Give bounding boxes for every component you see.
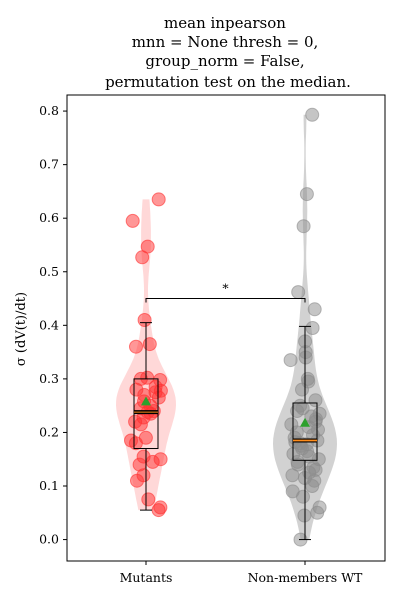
point-wt: [305, 107, 320, 122]
point-wt: [285, 468, 300, 483]
title-line-2: mnn = None thresh = 0,: [132, 33, 319, 51]
y-axis-label: σ (dV(t)/dt): [14, 292, 29, 366]
y-tick-label: 0.1: [39, 478, 59, 493]
point-mutants: [142, 337, 157, 352]
point-wt: [308, 393, 323, 408]
point-wt: [307, 302, 322, 317]
point-wt: [305, 321, 320, 335]
significance-bracket: [145, 298, 306, 303]
title-line-3: group_norm = False,: [145, 52, 304, 70]
x-tick-label-wt: Non-members WT: [248, 570, 363, 585]
point-mutants: [133, 417, 148, 432]
point-mutants: [137, 313, 152, 327]
y-tick-label: 0.7: [39, 157, 59, 172]
significance-label: *: [222, 281, 229, 296]
point-mutants: [151, 390, 166, 405]
point-wt: [296, 219, 311, 234]
point-mutants: [151, 503, 166, 518]
box-wt: [292, 402, 318, 461]
point-mutants: [129, 339, 143, 354]
plot-area: *: [116, 107, 337, 547]
y-tick-label: 0.4: [39, 317, 59, 332]
point-wt: [290, 404, 305, 418]
x-axis: Mutants Non-members WT: [120, 561, 363, 585]
title-line-1: mean inpearson: [164, 14, 286, 32]
point-wt: [291, 285, 306, 300]
point-wt: [283, 353, 298, 368]
y-tick-label: 0.6: [39, 210, 59, 225]
point-wt: [296, 489, 310, 504]
point-wt: [305, 479, 320, 493]
point-mutants: [128, 436, 143, 451]
y-tick-label: 0.0: [39, 532, 59, 547]
point-mutants: [141, 492, 156, 507]
point-wt: [310, 505, 325, 520]
y-tick-label: 0.3: [39, 371, 59, 386]
y-tick-label: 0.8: [39, 103, 59, 118]
y-tick-label: 0.5: [39, 264, 59, 279]
point-wt: [295, 382, 309, 397]
plot-frame: [66, 94, 386, 562]
point-mutants: [125, 213, 140, 228]
point-mutants: [145, 454, 160, 469]
y-tick-label: 0.2: [39, 424, 59, 439]
point-wt: [298, 350, 313, 365]
point-wt: [297, 508, 312, 523]
x-tick-label-mutants: Mutants: [120, 570, 173, 585]
mean-marker-mutants: [141, 396, 151, 406]
y-axis: 0.0 0.1 0.2 0.3 0.4 0.5 0.6 0.7 0.8: [39, 103, 67, 547]
title-line-4: permutation test on the median.: [105, 73, 351, 91]
mean-marker-wt: [300, 417, 310, 427]
point-mutants: [151, 192, 166, 207]
chart-title: mean inpearson mnn = None thresh = 0, gr…: [105, 14, 351, 91]
point-mutants: [135, 250, 150, 265]
point-mutants: [130, 473, 144, 488]
point-wt: [299, 187, 314, 202]
